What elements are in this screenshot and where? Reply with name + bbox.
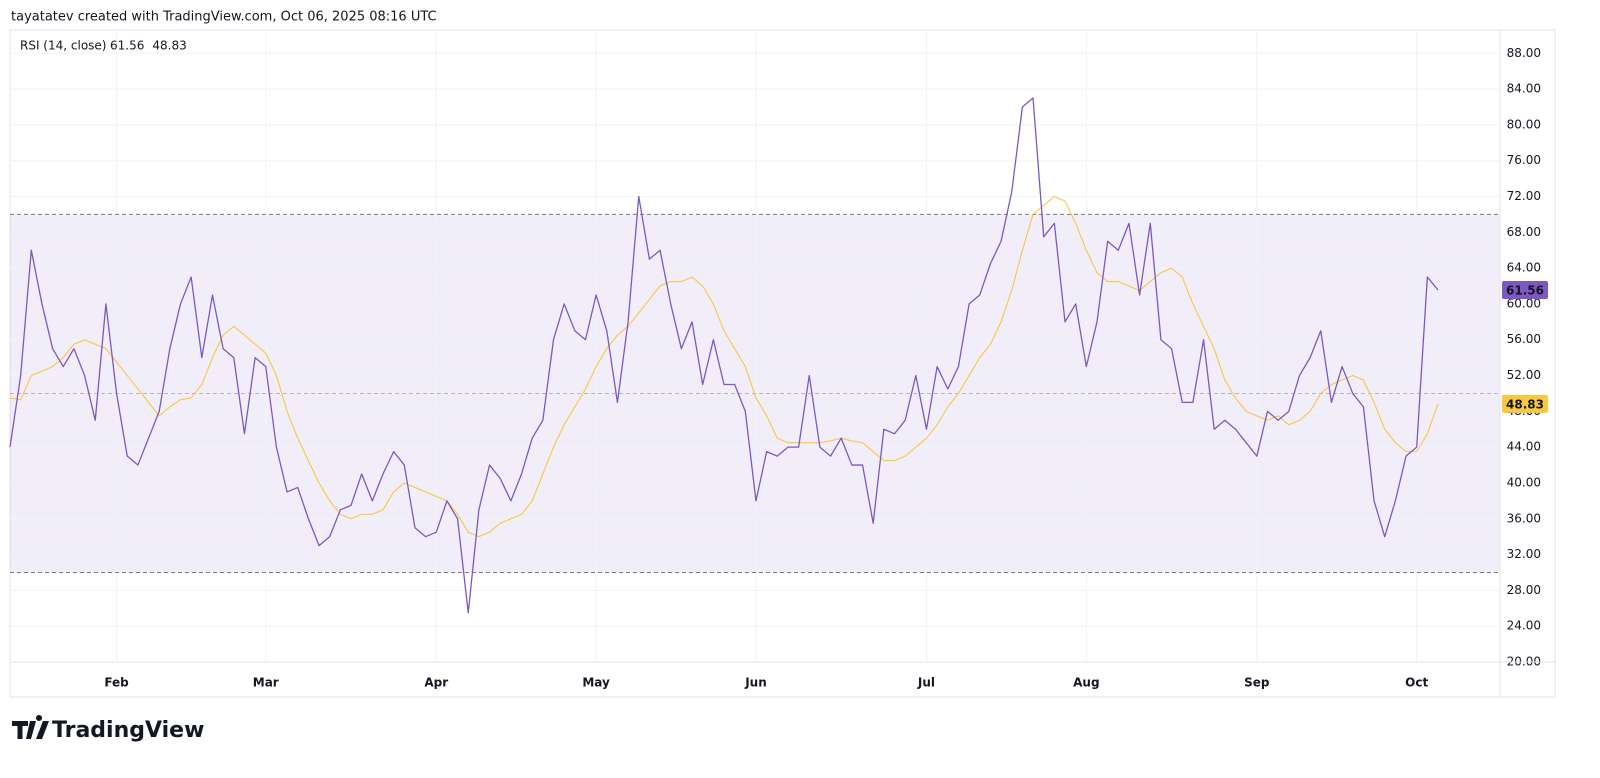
y-tick-label: 72.00 [1507,189,1541,203]
x-tick-label: Jun [744,676,767,690]
y-tick-label: 68.00 [1507,225,1541,239]
legend-value: 48.83 [152,39,186,53]
y-tick-label: 28.00 [1507,583,1541,597]
x-tick-label: Aug [1073,676,1099,690]
x-tick-label: Apr [424,676,448,690]
y-tick-label: 84.00 [1507,82,1541,96]
y-tick-label: 88.00 [1507,46,1541,60]
y-tick-label: 32.00 [1507,547,1541,561]
series-line [9,97,1439,614]
attribution: tayatatev created with TradingView.com, … [11,10,437,25]
y-tick-label: 80.00 [1507,117,1541,131]
price-badge [1502,280,1548,299]
price-badge-label: 48.83 [1506,397,1544,411]
brand-logo: TradingView [12,714,204,743]
x-tick-label: Oct [1405,676,1428,690]
chart-frame [9,29,1556,698]
indicator-title: RSI (14, close) [20,39,106,53]
x-tick-label: Jul [917,676,935,690]
y-tick-label: 40.00 [1507,475,1541,489]
series-line [9,195,1439,538]
brand-icon [12,714,49,739]
legend-value: 61.56 [110,39,144,53]
y-tick-label: 60.00 [1507,296,1541,310]
y-tick-label: 76.00 [1507,153,1541,167]
y-tick-label: 44.00 [1507,440,1541,454]
y-tick-label: 36.00 [1507,511,1541,525]
x-tick-label: Mar [253,676,279,690]
y-tick-label: 64.00 [1507,261,1541,275]
y-tick-label: 52.00 [1507,368,1541,382]
x-tick-label: Feb [104,676,129,690]
x-tick-label: May [582,676,610,690]
brand-name: TradingView [52,718,204,743]
price-badge [1502,394,1548,413]
y-tick-label: 56.00 [1507,332,1541,346]
x-tick-label: Sep [1244,676,1270,690]
price-badge-label: 61.56 [1506,283,1544,297]
y-tick-label: 24.00 [1507,619,1541,633]
